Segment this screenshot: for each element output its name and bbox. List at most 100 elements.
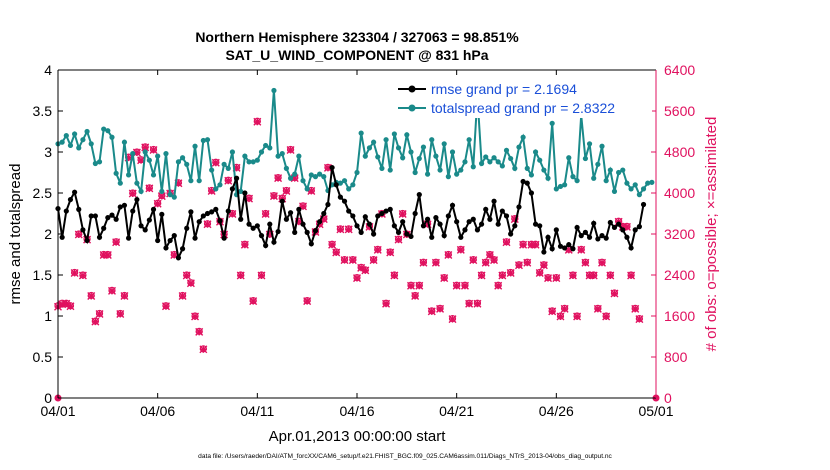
obs-assimilated-point [328,240,337,249]
totalspread-point [242,153,248,159]
rmse-point [620,227,626,233]
rmse-point [346,208,352,214]
totalspread-point [557,183,564,190]
y-axis-left-ticks: 0 0.5 1 1.5 2 2.5 3 3.5 4 [33,62,63,406]
rmse-point [67,196,74,203]
totalspread-point [520,134,526,140]
rmse-point [105,215,111,221]
rmse-point [209,209,215,215]
totalspread-point [300,178,306,184]
totalspread-point [287,175,294,181]
totalspread-point [146,157,152,163]
obs-assimilated-point [74,230,83,239]
obs-assimilated-point [286,145,295,154]
obs-assimilated-point [257,271,266,280]
x-tick-label: 04/01 [40,403,75,419]
rmse-point [470,216,476,222]
rmse-point [616,221,622,227]
totalspread-point [649,179,655,185]
rmse-point [512,223,518,229]
rmse-point [508,231,514,237]
rmse-point [358,229,364,235]
totalspread-point [184,161,190,167]
obs-assimilated-point [161,302,170,311]
obs-assimilated-point [249,297,258,306]
totalspread-point [171,194,177,200]
totalspread-point [337,180,343,186]
obs-assimilated-point [535,268,544,277]
totalspread-point [150,172,157,178]
obs-assimilated-point [348,256,357,265]
totalspread-point [632,182,638,188]
rmse-point [263,242,269,249]
rmse-point [628,245,634,251]
totalspread-point [159,188,165,194]
totalspread-point [549,120,555,126]
rmse-point [163,245,169,251]
obs-assimilated-point [386,248,395,257]
obs-assimilated-point [211,158,220,167]
totalspread-point [499,163,505,169]
y-right-tick-label: 5600 [664,103,695,119]
rmse-point [325,201,331,208]
rmse-point [350,213,356,219]
totalspread-point [354,169,360,176]
series-rmse-line [57,167,645,262]
totalspread-point [283,165,290,171]
rmse-point [487,216,493,222]
rmse-point [188,209,194,215]
totalspread-point [628,186,634,192]
obs-assimilated-point [344,225,353,234]
obs-assimilated-point [506,268,515,277]
obs-assimilated-point [431,258,440,267]
totalspread-point [586,141,593,147]
obs-assimilated-point [440,274,449,283]
obs-assimilated-point [332,248,341,257]
totalspread-point [532,149,539,155]
rmse-point [495,221,501,227]
totalspread-point [67,142,74,149]
rmse-point [599,233,605,239]
rmse-point [271,239,277,245]
x-axis-label: Apr.01,2013 00:00:00 start [269,428,447,445]
totalspread-point [483,154,489,160]
obs-assimilated-point [581,258,590,267]
obs-assimilated-point [560,304,569,313]
obs-assimilated-point [444,251,453,260]
totalspread-point [582,155,589,162]
totalspread-point [213,186,219,192]
rmse-point [312,228,319,234]
totalspread-point [445,174,451,180]
totalspread-point [296,153,302,159]
x-tick-label: 04/21 [439,403,474,419]
x-tick-label: 04/06 [140,403,175,419]
obs-assimilated-point [406,281,415,290]
rmse-point [445,213,451,219]
rmse-point [254,223,260,229]
rmse-point [387,206,393,212]
totalspread-point [192,143,198,149]
totalspread-point [541,167,547,173]
totalspread-point [495,159,501,165]
totalspread-point [121,139,128,145]
rmse-point [101,225,107,231]
totalspread-point [603,178,609,184]
plot-area [58,70,656,398]
rmse-point [395,229,402,235]
rmse-point [441,233,447,239]
rmse-point [354,223,360,229]
legend: rmse grand pr = 2.1694 totalspread grand… [394,80,652,118]
obs-assimilated-point [382,299,391,308]
obs-assimilated-point [178,292,187,301]
totalspread-point [611,188,618,194]
totalspread-point [196,178,202,184]
rmse-point [225,208,231,214]
y-right-tick-label: 1600 [664,308,695,324]
rmse-point [258,233,265,239]
obs-assimilated-point [490,256,499,265]
totalspread-point [308,172,314,178]
rmse-point [171,233,177,239]
totalspread-point [362,153,368,159]
totalspread-point [175,159,182,165]
obs-assimilated-point [87,292,96,301]
